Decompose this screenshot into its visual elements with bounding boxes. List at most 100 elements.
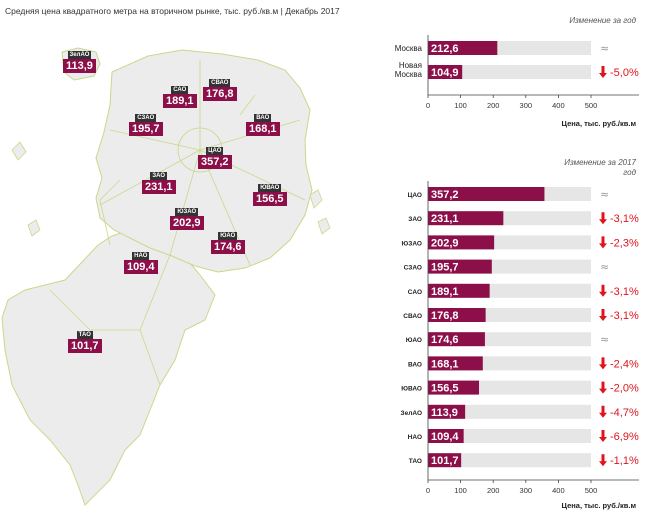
bar	[428, 453, 462, 468]
district-value: 113,9	[63, 59, 96, 73]
down-arrow-icon	[599, 212, 607, 225]
change-value: -4,7%	[610, 407, 639, 419]
district-value: 174,6	[211, 240, 245, 254]
district-name: ЮАО	[218, 232, 238, 240]
value-label: 156,5	[431, 383, 459, 395]
district-name: ЮЗАО	[175, 208, 199, 216]
chart-title: Средняя цена квадратного метра на вторич…	[5, 6, 340, 16]
bar	[428, 235, 495, 250]
x-tick-label: 200	[487, 101, 500, 110]
category-label: ЗАО	[408, 216, 422, 223]
bar-track	[428, 453, 591, 468]
district-name: ТАО	[76, 331, 93, 339]
change-header-bottom: Изменение за 2017 год	[564, 158, 636, 177]
district-name: НАО	[132, 252, 150, 260]
bar	[428, 41, 498, 55]
change-approx: ≈	[600, 261, 609, 274]
district-value: 231,1	[142, 180, 176, 194]
category-label: ЮВАО	[401, 386, 422, 393]
x-tick-label: 100	[454, 101, 467, 110]
x-tick-label: 300	[520, 101, 533, 110]
change-approx: ≈	[600, 42, 609, 55]
x-tick-label: 300	[520, 486, 533, 495]
value-label: 104,9	[431, 67, 459, 79]
bar	[428, 356, 483, 371]
value-label: 212,6	[431, 43, 459, 55]
map-label-nao: НАО 109,4	[124, 252, 158, 274]
change-value: -3,1%	[610, 213, 639, 225]
bar	[428, 211, 504, 226]
down-arrow-icon	[599, 284, 607, 297]
change-value: -2,0%	[610, 383, 639, 395]
change-value: -3,1%	[610, 310, 639, 322]
change-header-top: Изменение за год	[569, 16, 636, 25]
district-value: 176,8	[203, 87, 237, 101]
district-name: САО	[171, 86, 189, 94]
change-value: -1,1%	[610, 455, 639, 467]
category-label: САО	[408, 289, 422, 296]
map-label-zao: ЗАО 231,1	[142, 172, 176, 194]
down-arrow-icon	[599, 309, 607, 321]
value-label: 202,9	[431, 237, 459, 249]
map-label-svao: СВАО 176,8	[203, 79, 237, 101]
map-label-vao: ВАО 168,1	[246, 114, 280, 136]
value-label: 109,4	[431, 431, 459, 443]
change-value: -6,9%	[610, 431, 639, 443]
x-tick-label: 0	[426, 486, 430, 495]
down-arrow-icon	[599, 236, 607, 249]
district-value: 101,7	[68, 339, 102, 353]
x-tick-label: 200	[487, 486, 500, 495]
bar-track	[428, 429, 591, 443]
bar	[428, 429, 464, 443]
map-label-zelao: ЗелАО 113,9	[63, 51, 96, 73]
district-name: ЗелАО	[67, 51, 92, 59]
category-label: ВАО	[408, 361, 422, 368]
map-label-cao: ЦАО 357,2	[198, 147, 232, 169]
district-value: 109,4	[124, 260, 158, 274]
district-name: ЮВАО	[258, 184, 282, 192]
category-label: Москва	[395, 44, 423, 53]
value-label: 231,1	[431, 213, 459, 225]
district-name: ЗАО	[150, 172, 168, 180]
district-value: 168,1	[246, 122, 280, 136]
x-tick-label: 400	[552, 101, 565, 110]
bar	[428, 187, 545, 201]
value-label: 176,8	[431, 310, 459, 322]
x-tick-label: 500	[585, 486, 598, 495]
district-value: 189,1	[163, 94, 197, 108]
x-tick-label: 400	[552, 486, 565, 495]
category-label: Новая Москва	[395, 61, 423, 79]
down-arrow-icon	[599, 381, 607, 394]
category-label: ЗелАО	[401, 410, 422, 417]
x-tick-label: 0	[426, 101, 430, 110]
category-label: ТАО	[409, 458, 422, 465]
district-name: СВАО	[209, 79, 231, 87]
bar	[428, 65, 463, 79]
district-name: ВАО	[254, 114, 272, 122]
district-value: 156,5	[253, 192, 287, 206]
category-label: СВАО	[403, 313, 422, 320]
district-value: 202,9	[170, 216, 204, 230]
down-arrow-icon	[599, 430, 607, 442]
value-label: 195,7	[431, 262, 459, 274]
bar-track	[428, 404, 591, 419]
value-label: 189,1	[431, 286, 459, 298]
change-value: -2,3%	[610, 237, 639, 249]
district-name: ЦАО	[206, 147, 224, 155]
category-label: ЦАО	[408, 192, 422, 199]
change-value: -5,0%	[610, 67, 639, 79]
map-label-tao: ТАО 101,7	[68, 331, 102, 353]
map-label-sao: САО 189,1	[163, 86, 197, 108]
bar	[428, 404, 466, 419]
bar-track	[428, 65, 591, 79]
down-arrow-icon	[599, 454, 607, 467]
down-arrow-icon	[599, 405, 607, 418]
category-label: СЗАО	[404, 265, 422, 272]
x-tick-label: 100	[454, 486, 467, 495]
bar	[428, 259, 492, 274]
district-value: 195,7	[129, 122, 163, 136]
district-name: СЗАО	[135, 114, 157, 122]
x-axis-label: Цена, тыс. руб./кв.м	[562, 501, 637, 510]
change-approx: ≈	[600, 188, 609, 201]
